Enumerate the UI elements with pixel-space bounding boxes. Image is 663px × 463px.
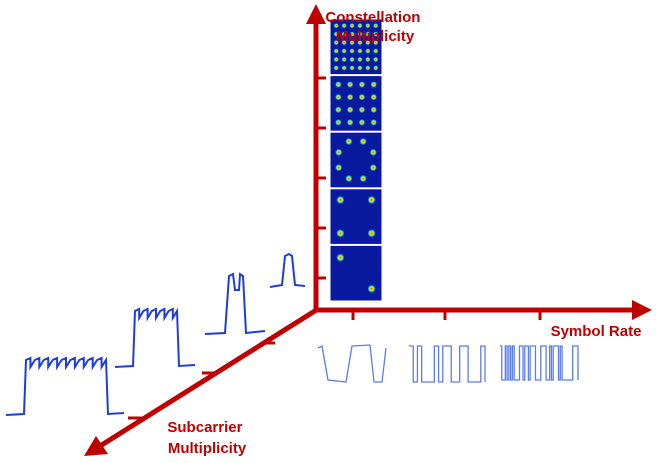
constellation-point [349, 48, 355, 54]
constellation-point [349, 31, 355, 37]
constellation-point [341, 39, 347, 46]
constellation-point [335, 81, 342, 88]
constellation-point [349, 23, 355, 29]
constellation-point [341, 48, 347, 54]
constellation-point [357, 31, 363, 37]
constellation-point [370, 119, 377, 126]
constellation-point [349, 39, 355, 46]
waveform [5, 356, 125, 416]
constellation-point [335, 148, 343, 156]
constellation-point [365, 56, 371, 63]
constellation-point [359, 174, 367, 182]
constellation-point [365, 31, 371, 37]
constellation-point [365, 48, 371, 54]
arrow-head [84, 436, 108, 456]
constellation-panel [329, 244, 383, 302]
constellation-point [346, 106, 354, 113]
constellation-point [359, 138, 367, 146]
constellation-point [370, 93, 377, 101]
constellation-point [367, 195, 376, 204]
waveforms [5, 252, 579, 416]
constellation-point [367, 229, 376, 238]
constellation-stack [329, 18, 383, 302]
constellation-point [336, 229, 345, 238]
constellation-point [373, 65, 379, 71]
constellation-point [357, 48, 363, 54]
label-line: Multiplicity [168, 440, 247, 457]
diagonal-axis [98, 306, 320, 449]
constellation-point [341, 23, 347, 29]
constellation-point [333, 23, 339, 29]
constellation-point [341, 65, 347, 71]
label-line: Symbol Rate [551, 323, 642, 340]
constellation-point [335, 93, 342, 101]
constellation-point [373, 23, 379, 29]
constellation-point [333, 31, 339, 37]
constellation-point [335, 164, 343, 172]
constellation-point [373, 39, 379, 46]
constellation-point [349, 65, 355, 71]
waveform [317, 344, 387, 383]
constellation-point [358, 106, 366, 113]
constellation-point [336, 253, 345, 262]
label-line: Constellation [325, 9, 420, 26]
constellation-point [358, 119, 366, 126]
constellation-point [370, 106, 377, 113]
constellation-point [341, 31, 347, 37]
constellation-panel [329, 18, 383, 76]
constellation-point [373, 48, 379, 54]
constellation-point [365, 39, 371, 46]
constellation-point [367, 284, 376, 293]
constellation-point [365, 23, 371, 29]
waveform [269, 252, 306, 288]
constellation-point [345, 174, 353, 182]
constellation-point [346, 119, 354, 126]
ticks [128, 76, 542, 420]
constellation-point [370, 81, 377, 88]
constellation-point [349, 56, 355, 63]
constellation-point [333, 56, 339, 63]
constellation-point [333, 39, 339, 46]
constellation-point [346, 81, 354, 88]
axis-label: Subcarrier Multiplicity [167, 419, 246, 457]
constellation-point [357, 39, 363, 46]
constellation-point [346, 93, 354, 101]
constellation-point [357, 56, 363, 63]
constellation-point [357, 65, 363, 71]
constellation-point [335, 106, 342, 113]
waveform [500, 345, 579, 381]
constellation-point [358, 93, 366, 101]
constellation-point [345, 138, 353, 146]
arrow-head [306, 4, 326, 24]
constellation-point [369, 164, 377, 172]
constellation-point [358, 81, 366, 88]
waveform [114, 307, 196, 368]
constellation-point [357, 23, 363, 29]
waveform [204, 272, 266, 335]
label-line: Subcarrier [167, 419, 242, 436]
axis-label: Symbol Rate [551, 323, 642, 340]
constellation-point [335, 119, 342, 126]
constellation-panel [329, 131, 383, 189]
axes [84, 4, 652, 456]
constellation-point [333, 65, 339, 71]
arrow-head [632, 300, 652, 320]
axis-label: Constellation Multiplicity [325, 9, 424, 45]
constellation-point [333, 48, 339, 54]
constellation-point [373, 56, 379, 63]
constellation-point [369, 148, 377, 156]
waveform [409, 345, 486, 383]
constellation-point [365, 65, 371, 71]
constellation-point [341, 56, 347, 63]
label-line: Multiplicity [336, 28, 415, 45]
constellation-point [336, 195, 345, 204]
constellation-point [373, 31, 379, 37]
